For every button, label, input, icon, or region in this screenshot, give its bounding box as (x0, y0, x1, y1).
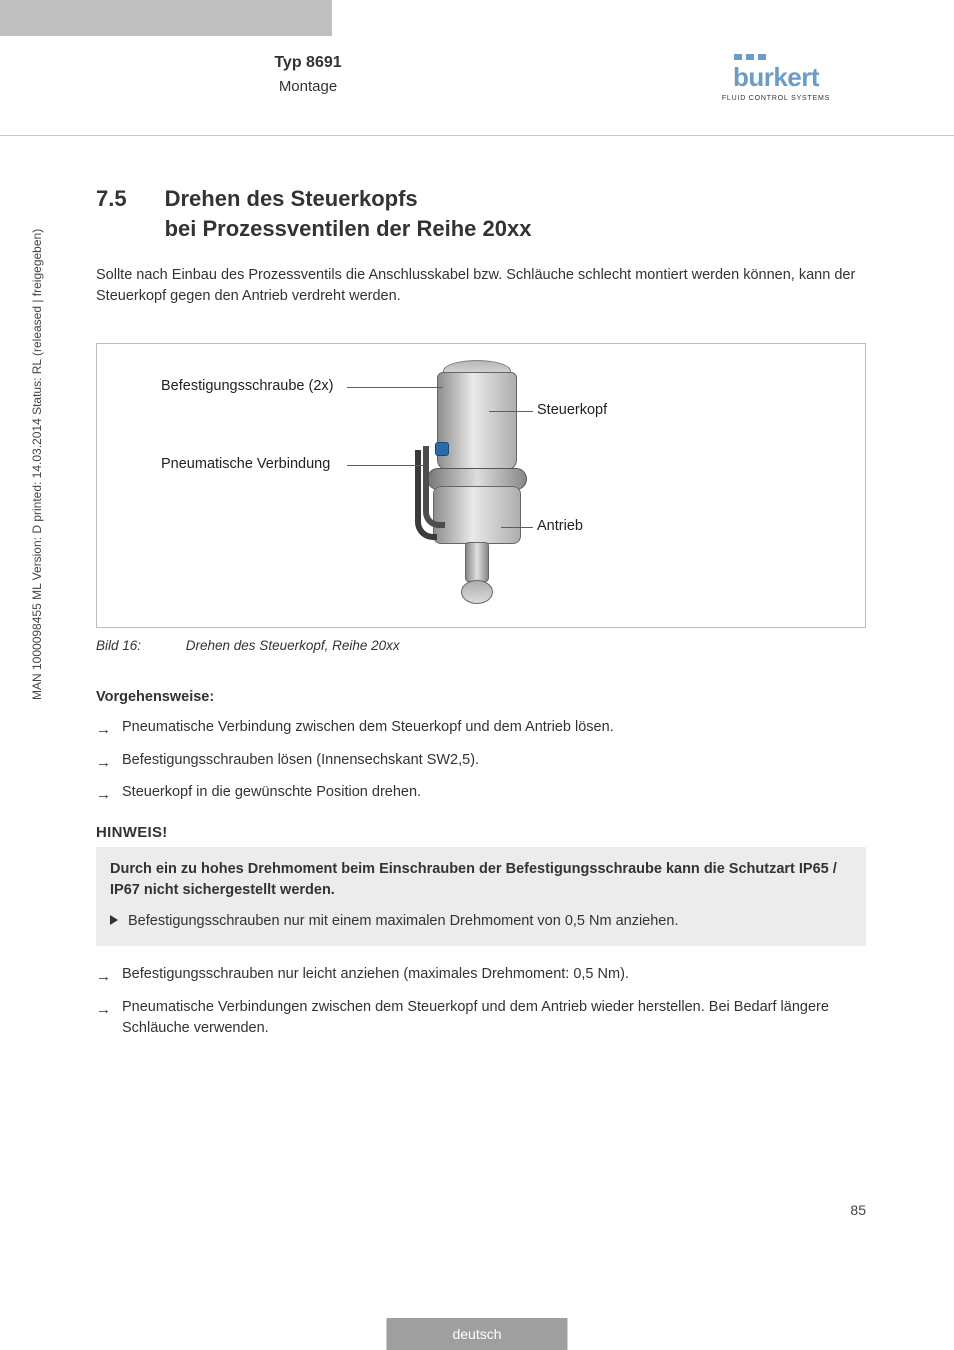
after-step: → Pneumatische Verbindungen zwischen dem … (96, 997, 866, 1039)
step-text: Befestigungsschrauben nur leicht anziehe… (122, 966, 629, 982)
callout-pneumatische: Pneumatische Verbindung (161, 456, 330, 472)
content-area: 7.5 Drehen des Steuerkopfs bei Prozessve… (0, 136, 954, 1039)
step-text: Pneumatische Verbindung zwischen dem Ste… (122, 719, 614, 735)
section-title: Drehen des Steuerkopfs bei Prozessventil… (165, 184, 532, 243)
procedure-step: → Befestigungsschrauben lösen (Innensechs… (96, 750, 866, 770)
notice-box: Durch ein zu hohes Drehmoment beim Einsc… (96, 847, 866, 946)
arrow-icon: → (96, 719, 111, 740)
callout-label: Befestigungsschraube (2x) (161, 378, 334, 394)
step-text: Steuerkopf in die gewünschte Position dr… (122, 784, 421, 800)
procedure-heading: Vorgehensweise: (96, 689, 866, 705)
intro-paragraph: Sollte nach Einbau des Prozessventils di… (96, 265, 866, 307)
notice-bullet: Befestigungsschrauben nur mit einem maxi… (110, 911, 852, 932)
doc-type: Typ 8691 (208, 54, 408, 72)
figure-box: Befestigungsschraube (2x) Steuerkopf Pne… (96, 343, 866, 628)
callout-label: Antrieb (537, 518, 583, 534)
arrow-icon: → (96, 966, 111, 988)
logo-mark-icon (734, 54, 846, 60)
callout-steuerkopf: Steuerkopf (537, 402, 607, 418)
figure-caption-text: Drehen des Steuerkopf, Reihe 20xx (186, 638, 400, 653)
notice-heading: HINWEIS! (96, 824, 866, 841)
section-heading: 7.5 Drehen des Steuerkopfs bei Prozessve… (96, 184, 866, 243)
device-illustration (417, 360, 537, 608)
arrow-icon: → (96, 784, 111, 805)
brand-logo: burkert FLUID CONTROL SYSTEMS (706, 54, 846, 102)
callout-label: Steuerkopf (537, 402, 607, 418)
logo-text: burkert (706, 62, 846, 93)
procedure-step: → Pneumatische Verbindung zwischen dem St… (96, 717, 866, 737)
after-steps: → Befestigungsschrauben nur leicht anzieh… (96, 964, 866, 1039)
top-grey-bar (0, 0, 332, 36)
figure-number: Bild 16: (96, 638, 182, 653)
section-title-line1: Drehen des Steuerkopfs (165, 184, 532, 214)
procedure-step: → Steuerkopf in die gewünschte Position d… (96, 782, 866, 802)
footer-language-tab: deutsch (386, 1318, 567, 1350)
notice-bullet-text: Befestigungsschrauben nur mit einem maxi… (128, 913, 678, 929)
step-text: Befestigungsschrauben lösen (Innensechsk… (122, 752, 479, 768)
procedure-steps: → Pneumatische Verbindung zwischen dem St… (96, 717, 866, 802)
section-title-line2: bei Prozessventilen der Reihe 20xx (165, 214, 532, 244)
callout-antrieb: Antrieb (537, 518, 583, 534)
header-left: Typ 8691 Montage (208, 54, 408, 95)
arrow-icon: → (96, 752, 111, 773)
logo-tagline: FLUID CONTROL SYSTEMS (706, 95, 846, 102)
arrow-icon: → (96, 999, 111, 1021)
side-metadata: MAN 1000098455 ML Version: D printed: 14… (30, 229, 44, 700)
section-number: 7.5 (96, 186, 127, 212)
page-header: Typ 8691 Montage burkert FLUID CONTROL S… (0, 36, 954, 136)
notice-bold-text: Durch ein zu hohes Drehmoment beim Einsc… (110, 859, 852, 901)
after-step: → Befestigungsschrauben nur leicht anzieh… (96, 964, 866, 985)
callout-label: Pneumatische Verbindung (161, 456, 330, 472)
page-number: 85 (850, 1202, 866, 1218)
step-text: Pneumatische Verbindungen zwischen dem S… (122, 999, 829, 1036)
triangle-icon (110, 915, 118, 925)
figure-caption: Bild 16: Drehen des Steuerkopf, Reihe 20… (96, 638, 866, 653)
callout-befestigung: Befestigungsschraube (2x) (161, 378, 334, 394)
doc-subtitle: Montage (208, 78, 408, 95)
